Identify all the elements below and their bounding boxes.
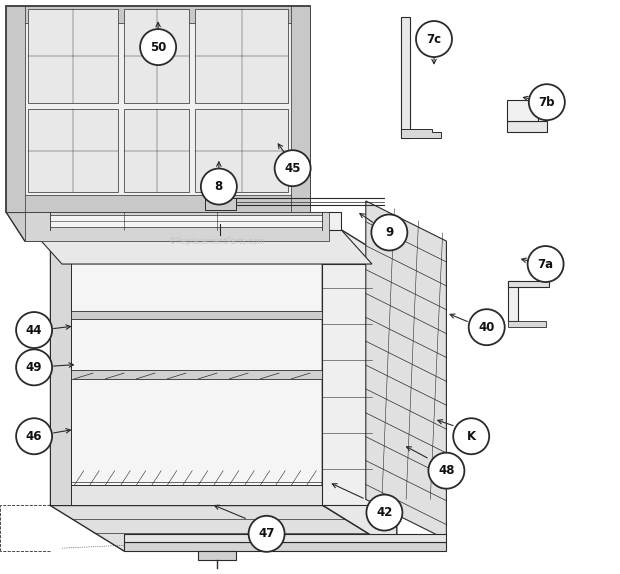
Polygon shape	[71, 311, 322, 319]
Polygon shape	[6, 212, 329, 241]
Circle shape	[529, 84, 565, 120]
Circle shape	[16, 418, 52, 454]
Circle shape	[275, 150, 311, 186]
Polygon shape	[401, 129, 441, 138]
Text: 8: 8	[215, 180, 223, 193]
Polygon shape	[6, 195, 310, 212]
Text: 48: 48	[438, 464, 454, 477]
Polygon shape	[508, 281, 518, 321]
Polygon shape	[50, 215, 322, 227]
Polygon shape	[508, 321, 546, 327]
Polygon shape	[31, 212, 341, 230]
Polygon shape	[205, 198, 236, 210]
Circle shape	[16, 350, 52, 385]
Polygon shape	[71, 485, 322, 505]
Text: 7a: 7a	[538, 258, 554, 270]
Polygon shape	[195, 9, 288, 103]
Text: 49: 49	[26, 361, 42, 374]
Polygon shape	[50, 218, 322, 505]
Polygon shape	[322, 264, 372, 505]
Text: 50: 50	[150, 41, 166, 53]
Text: K: K	[467, 430, 476, 443]
Polygon shape	[124, 534, 446, 542]
Polygon shape	[50, 505, 397, 551]
Polygon shape	[322, 218, 397, 551]
Circle shape	[371, 215, 407, 250]
Text: 44: 44	[26, 324, 42, 336]
Polygon shape	[291, 6, 310, 212]
Polygon shape	[50, 218, 71, 505]
Polygon shape	[195, 109, 288, 192]
Text: ©ReplacementParts.com: ©ReplacementParts.com	[169, 236, 265, 246]
Polygon shape	[71, 224, 322, 482]
Polygon shape	[507, 121, 547, 132]
Polygon shape	[6, 6, 310, 23]
Text: 7b: 7b	[539, 96, 555, 108]
Polygon shape	[71, 370, 322, 379]
Text: 9: 9	[385, 226, 394, 239]
Polygon shape	[25, 212, 329, 241]
Circle shape	[469, 309, 505, 345]
Circle shape	[249, 516, 285, 552]
Polygon shape	[6, 6, 310, 212]
Circle shape	[140, 29, 176, 65]
Polygon shape	[198, 551, 236, 560]
Circle shape	[453, 418, 489, 454]
Polygon shape	[124, 109, 189, 192]
Circle shape	[366, 495, 402, 530]
Polygon shape	[31, 230, 372, 264]
Text: 7c: 7c	[427, 33, 441, 45]
Polygon shape	[124, 9, 189, 103]
Polygon shape	[28, 9, 118, 103]
Circle shape	[16, 312, 52, 348]
Circle shape	[528, 246, 564, 282]
Polygon shape	[124, 542, 446, 551]
Circle shape	[201, 169, 237, 204]
Circle shape	[416, 21, 452, 57]
Polygon shape	[508, 281, 549, 287]
Polygon shape	[401, 17, 410, 138]
Text: 47: 47	[259, 528, 275, 540]
Polygon shape	[507, 100, 538, 121]
Circle shape	[428, 453, 464, 488]
Polygon shape	[6, 6, 25, 212]
Text: 46: 46	[26, 430, 42, 443]
Polygon shape	[28, 109, 118, 192]
Polygon shape	[366, 201, 446, 540]
Text: 40: 40	[479, 321, 495, 333]
Text: 42: 42	[376, 506, 392, 519]
Text: 45: 45	[285, 162, 301, 174]
